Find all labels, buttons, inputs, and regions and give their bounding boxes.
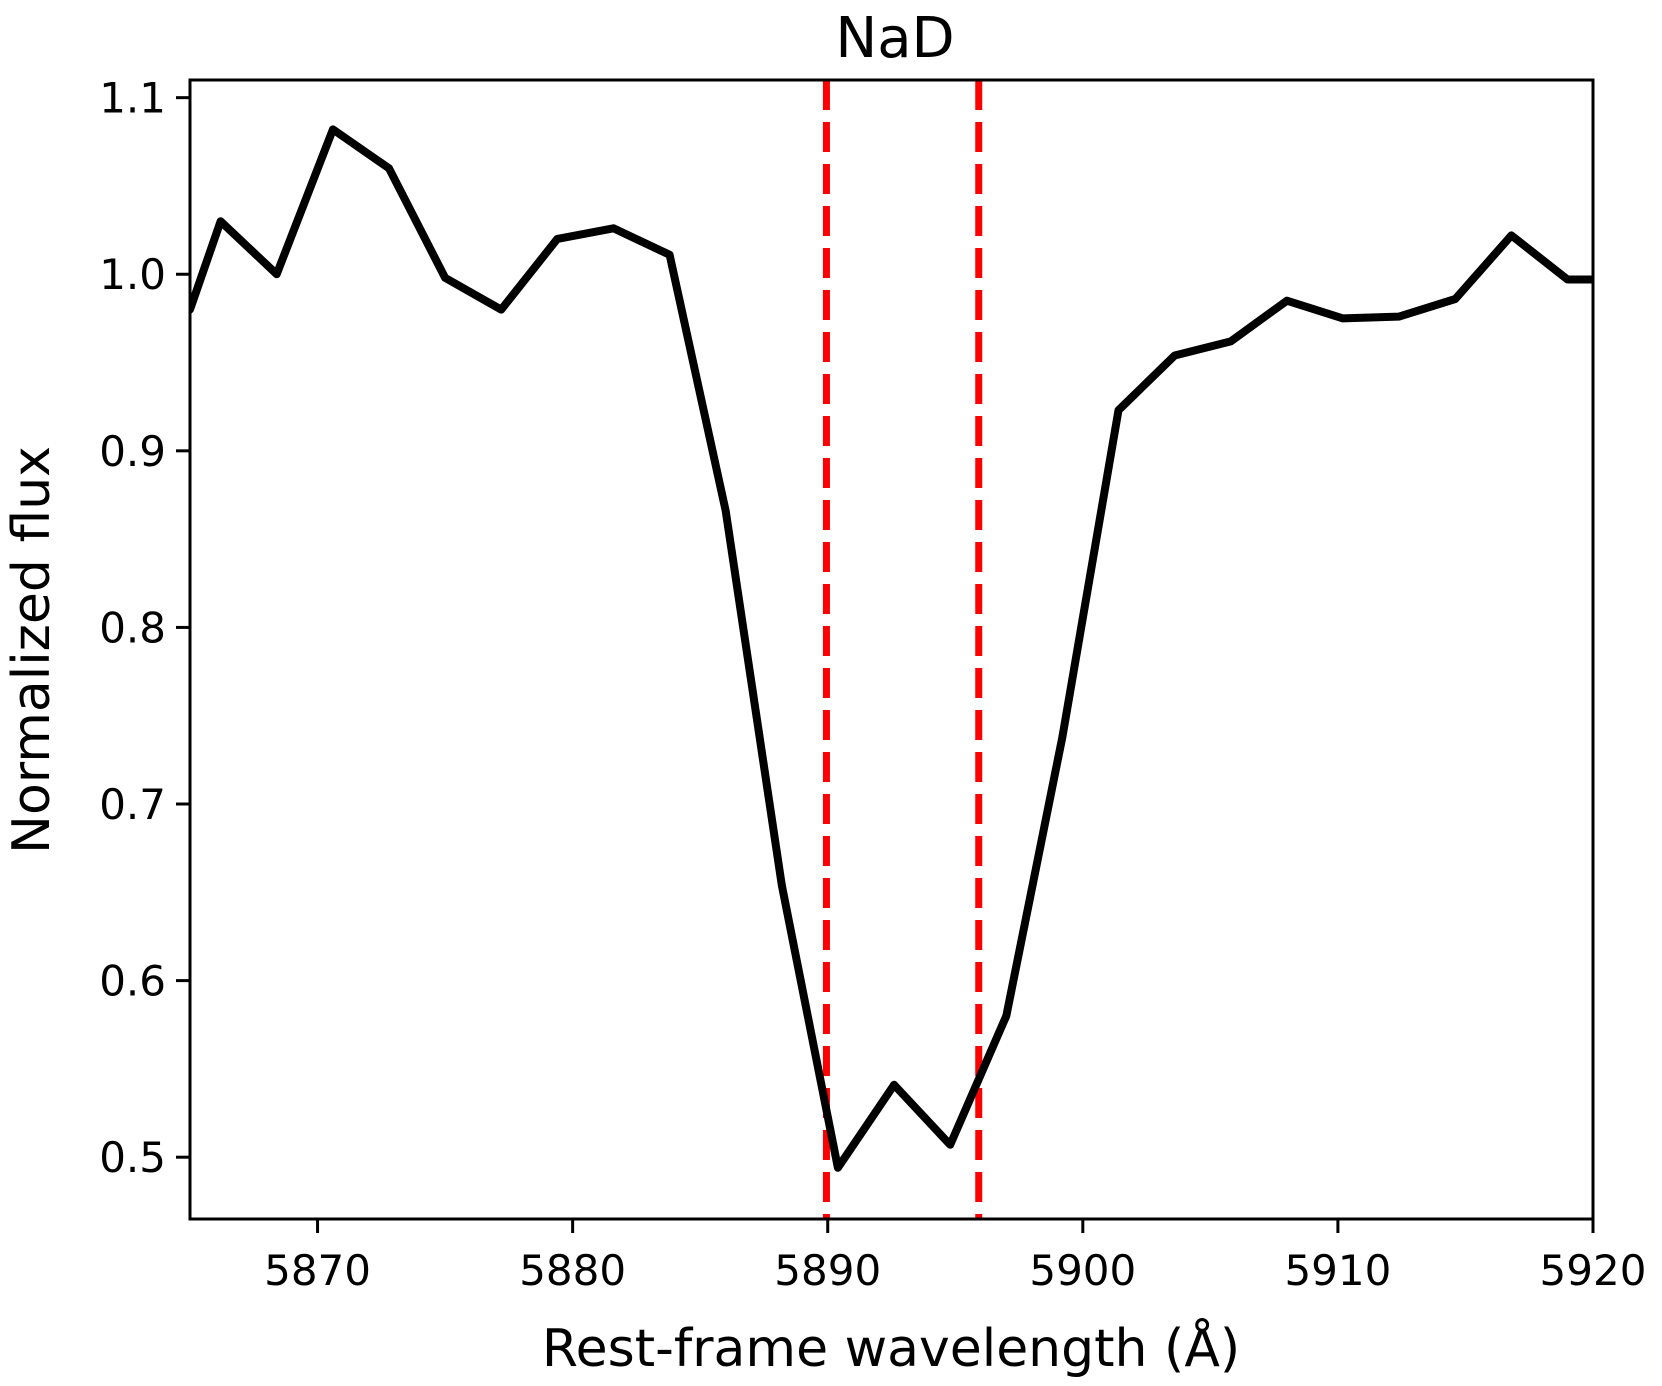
x-tick-label: 5870: [264, 1246, 371, 1295]
spectrum-line: [190, 125, 1593, 1172]
y-tick-label: 0.5: [99, 1133, 166, 1182]
x-tick-label: 5890: [774, 1246, 881, 1295]
y-tick-label: 0.8: [99, 603, 166, 652]
y-tick-label: 0.9: [99, 427, 166, 476]
y-tick-label: 1.0: [99, 250, 166, 299]
y-axis-label: Normalized flux: [2, 446, 62, 854]
x-tick-label: 5880: [519, 1246, 626, 1295]
reference-lines: [822, 80, 983, 1219]
y-tick-label: 1.1: [99, 74, 166, 123]
axes-frame: [188, 78, 1595, 1221]
data-series: [190, 125, 1593, 1172]
y-tick-label: 0.7: [99, 780, 166, 829]
x-axis-label: Rest-frame wavelength (Å): [542, 1317, 1240, 1379]
y-tick-label: 0.6: [99, 957, 166, 1006]
chart-title: NaD: [835, 6, 954, 71]
x-axis-ticks: 5870 5880 5890 5900 5910 5920: [264, 1219, 1646, 1295]
x-tick-label: 5900: [1029, 1246, 1136, 1295]
x-tick-label: 5910: [1284, 1246, 1391, 1295]
y-axis-ticks: 0.5 0.6 0.7 0.8 0.9 1.0 1.1: [99, 74, 190, 1182]
x-tick-label: 5920: [1540, 1246, 1647, 1295]
